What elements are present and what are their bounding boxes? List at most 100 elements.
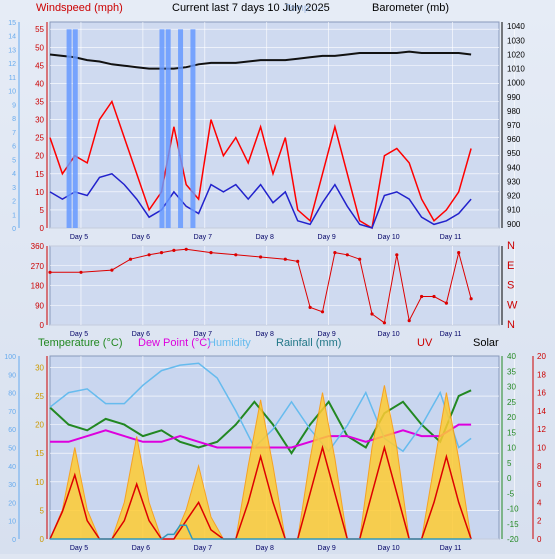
rain-rate-bar: [178, 29, 184, 228]
inner-left-tick-label: 60: [8, 427, 16, 434]
barometer-label: Barometer (mb): [372, 2, 449, 14]
left-tick-label: 35: [35, 98, 44, 107]
x-tick-label: Day 9: [318, 331, 336, 338]
overlay-label: Temp. ---: [285, 3, 325, 14]
series-temperature-c-: [49, 389, 472, 456]
inner-left-tick-label: 30: [8, 482, 16, 489]
right-tick-label: 990: [507, 93, 521, 102]
inner-left-tick-label: 0: [12, 537, 16, 544]
right-tick-label: S: [507, 280, 514, 292]
inner-left-tick-label: 9: [12, 102, 16, 109]
right-tick-label: 0: [507, 474, 512, 483]
inner-left-tick-label: 1: [12, 212, 16, 219]
inner-left-tick-label: 100: [4, 354, 16, 361]
left-tick-label: 270: [31, 262, 45, 271]
x-tick-label: Day 9: [318, 234, 336, 241]
left-tick-label: 0: [40, 321, 45, 330]
inner-left-tick-label: 90: [8, 372, 16, 379]
right2-tick-label: 20: [537, 352, 546, 361]
left-tick-label: 15: [35, 449, 44, 458]
x-tick-label: Day 11: [440, 545, 462, 552]
series-rainfall-mm-: [50, 524, 472, 540]
left-tick-label: 10: [35, 188, 44, 197]
right2-tick-label: 18: [537, 370, 546, 379]
right2-tick-label: 4: [537, 498, 542, 507]
temperature-legend: Temperature (°C): [38, 337, 122, 349]
left-tick-label: 5: [40, 506, 45, 515]
rain-rate-bar: [66, 29, 72, 228]
solar-legend: Solar: [473, 337, 499, 349]
rain-rate-bar: [72, 29, 78, 228]
left-tick-label: 0: [40, 224, 45, 233]
right-tick-label: N: [507, 319, 515, 331]
x-tick-label: Day 11: [440, 331, 462, 338]
inner-left-tick-label: 6: [12, 144, 16, 151]
inner-left-tick-label: 20: [8, 500, 16, 507]
inner-left-tick-label: 50: [8, 446, 16, 453]
x-tick-label: Day 6: [132, 331, 150, 338]
humidity-legend: Humidity: [208, 337, 251, 349]
left-tick-label: 50: [35, 43, 44, 52]
inner-left-tick-label: 4: [12, 171, 16, 178]
right-tick-label: -10: [507, 505, 519, 514]
rain-rate-bar: [190, 29, 196, 228]
right-tick-label: 1040: [507, 22, 525, 31]
right-tick-label: -20: [507, 535, 519, 544]
left-tick-label: 180: [31, 282, 45, 291]
x-tick-label: Day 6: [132, 234, 150, 241]
series-wind-gust: [49, 99, 472, 230]
left-tick-label: 30: [35, 363, 44, 372]
right-tick-label: 1030: [507, 36, 525, 45]
x-tick-label: Day 8: [256, 234, 274, 241]
series-uv: [49, 444, 472, 540]
left-tick-label: 5: [40, 206, 45, 215]
right2-tick-label: 12: [537, 425, 546, 434]
inner-left-tick-label: 2: [12, 199, 16, 206]
left-tick-label: 15: [35, 170, 44, 179]
right2-tick-label: 14: [537, 407, 546, 416]
right-tick-label: 15: [507, 428, 516, 437]
x-tick-label: Day 7: [194, 331, 212, 338]
right-tick-label: 10: [507, 444, 516, 453]
plot-area-1: [49, 21, 500, 229]
x-tick-label: Day 11: [440, 234, 462, 241]
inner-left-tick-label: 12: [8, 61, 16, 68]
right-tick-label: 35: [507, 367, 516, 376]
chart-title: Current last 7 days 10 July 2025: [172, 2, 330, 14]
right-tick-label: 900: [507, 220, 521, 229]
right2-tick-label: 0: [537, 535, 542, 544]
right-tick-label: 960: [507, 135, 521, 144]
inner-left-tick-label: 80: [8, 391, 16, 398]
left-tick-label: 25: [35, 134, 44, 143]
inner-left-tick-label: 15: [8, 20, 16, 27]
inner-left-tick-label: 11: [9, 75, 16, 82]
left-tick-label: 20: [35, 421, 44, 430]
right2-tick-label: 10: [537, 444, 546, 453]
x-tick-label: Day 5: [70, 234, 88, 241]
x-tick-label: Day 8: [256, 545, 274, 552]
left-tick-label: 20: [35, 152, 44, 161]
inner-left-tick-label: 14: [8, 34, 16, 41]
right2-tick-label: 16: [537, 389, 546, 398]
inner-left-tick-label: 3: [12, 185, 16, 192]
right-tick-label: 980: [507, 107, 521, 116]
rainfall-legend: Rainfall (mm): [276, 337, 341, 349]
rain-rate-bar: [159, 29, 165, 228]
left-tick-label: 360: [31, 242, 45, 251]
right-tick-label: 1010: [507, 65, 525, 74]
left-tick-label: 90: [35, 301, 44, 310]
series-barometer-mb-: [49, 50, 472, 70]
right-tick-label: 950: [507, 149, 521, 158]
right-tick-label: 1000: [507, 79, 525, 88]
right-tick-label: W: [507, 299, 518, 311]
x-tick-label: Day 5: [70, 331, 88, 338]
dewpoint-legend: Dew Point (°C): [138, 337, 211, 349]
direction-line: [50, 248, 472, 324]
x-tick-label: Day 10: [378, 545, 400, 552]
x-tick-label: Day 5: [70, 545, 88, 552]
right-tick-label: 1020: [507, 50, 525, 59]
x-tick-label: Day 8: [256, 331, 274, 338]
right-tick-label: -5: [507, 489, 515, 498]
right-tick-label: 970: [507, 121, 521, 130]
